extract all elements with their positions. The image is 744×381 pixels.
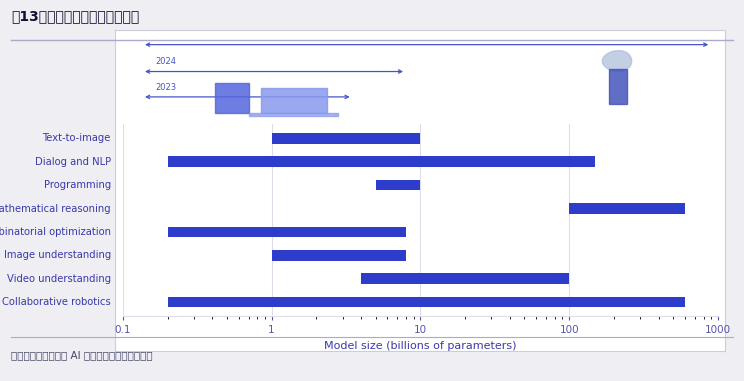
Bar bbox=[272, 133, 420, 144]
Ellipse shape bbox=[603, 51, 632, 72]
Text: Combinatorial optimization: Combinatorial optimization bbox=[0, 227, 111, 237]
Bar bbox=[167, 227, 406, 237]
Bar bbox=[248, 113, 338, 116]
Bar bbox=[216, 83, 248, 113]
Text: Video understanding: Video understanding bbox=[7, 274, 111, 284]
Bar bbox=[272, 250, 406, 261]
Text: 2024: 2024 bbox=[155, 57, 176, 66]
Bar bbox=[361, 274, 569, 284]
Text: 2023: 2023 bbox=[155, 83, 176, 91]
X-axis label: Model size (billions of parameters): Model size (billions of parameters) bbox=[324, 341, 516, 351]
Text: 资料来源：高通混合 AI 白皮书，民生证券研究院: 资料来源：高通混合 AI 白皮书，民生证券研究院 bbox=[11, 350, 153, 360]
Text: Dialog and NLP: Dialog and NLP bbox=[35, 157, 111, 166]
Text: Text-to-image: Text-to-image bbox=[42, 133, 111, 143]
Text: Programming: Programming bbox=[44, 180, 111, 190]
Bar bbox=[167, 297, 685, 307]
Text: Mathematical reasoning: Mathematical reasoning bbox=[0, 203, 111, 213]
Bar bbox=[261, 88, 327, 113]
Text: Collaborative robotics: Collaborative robotics bbox=[2, 297, 111, 307]
Text: 图13：高通边缘大模型覆盖预期: 图13：高通边缘大模型覆盖预期 bbox=[11, 10, 139, 24]
Bar bbox=[376, 180, 420, 190]
Bar bbox=[569, 203, 685, 214]
Bar bbox=[167, 157, 595, 167]
Text: Image understanding: Image understanding bbox=[4, 250, 111, 260]
Bar bbox=[609, 69, 627, 104]
